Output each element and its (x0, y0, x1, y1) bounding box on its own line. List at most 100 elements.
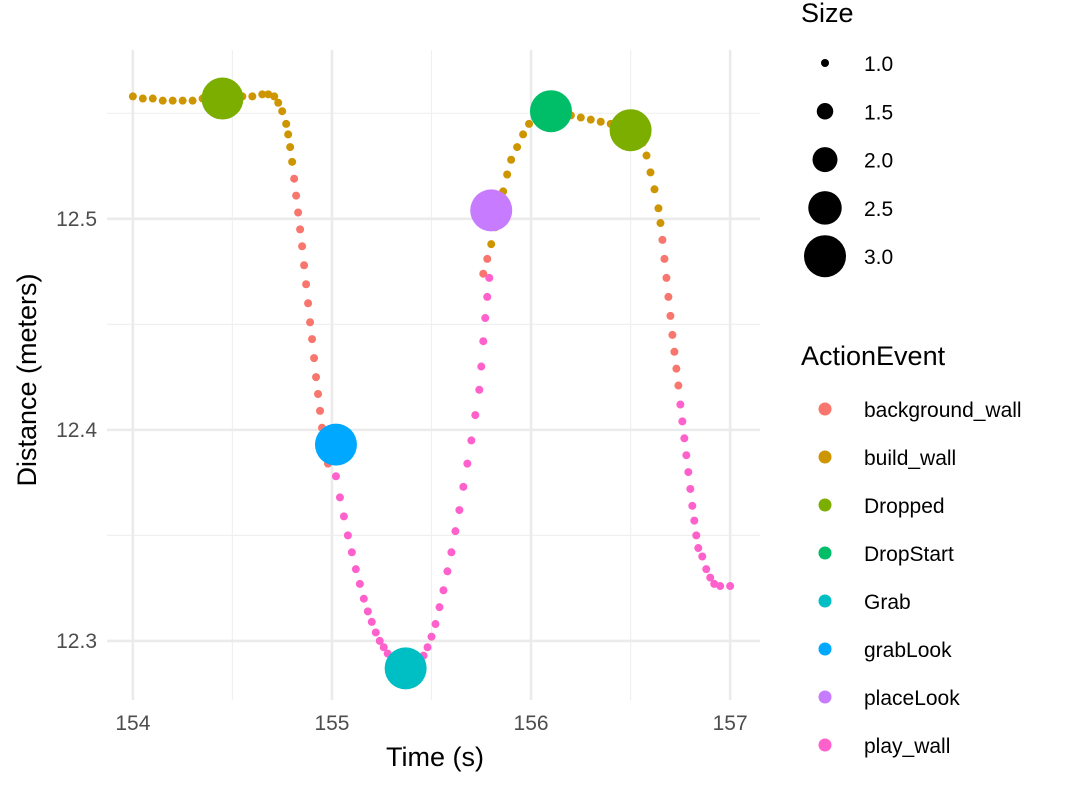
data-point-background_wall (666, 311, 675, 320)
data-point-play_wall (355, 579, 364, 588)
data-point-build_wall (270, 92, 279, 101)
data-point-background_wall (290, 174, 299, 183)
size-legend-label: 2.0 (864, 150, 893, 173)
color-legend-key (818, 594, 832, 608)
data-point-build_wall (248, 92, 257, 101)
color-legend-label: Grab (864, 591, 911, 614)
data-point-play_wall (688, 501, 697, 510)
y-tick-label: 12.5 (56, 208, 97, 231)
data-point-build_wall (525, 119, 534, 128)
data-point-build_wall (576, 113, 585, 122)
data-point-play_wall (682, 451, 691, 460)
data-point-play_wall (367, 617, 376, 626)
data-point-placeLook (470, 189, 513, 232)
data-point-play_wall (339, 512, 348, 521)
color-legend: ActionEvent background_wall build_wall Dro… (801, 341, 1022, 758)
event-markers-layer (201, 77, 652, 690)
x-tick-label: 154 (115, 712, 150, 735)
data-point-Dropped (609, 109, 652, 152)
data-point-DropStart (529, 90, 572, 133)
color-legend-key (818, 738, 832, 752)
data-point-build_wall (596, 117, 605, 126)
data-point-build_wall (282, 119, 291, 128)
color-legend-key (818, 402, 832, 416)
data-point-build_wall (178, 96, 187, 105)
color-legend-key (818, 498, 832, 512)
data-point-play_wall (459, 482, 468, 491)
data-point-background_wall (294, 208, 303, 217)
color-legend-label: DropStart (864, 543, 954, 566)
data-point-build_wall (642, 151, 651, 160)
size-legend-label: 1.0 (864, 53, 893, 76)
color-legend-label: Dropped (864, 495, 945, 518)
data-point-build_wall (586, 115, 595, 124)
color-legend-key (818, 450, 832, 464)
data-point-play_wall (726, 582, 735, 591)
data-point-background_wall (483, 254, 492, 263)
data-point-play_wall (692, 531, 701, 540)
data-point-background_wall (660, 254, 669, 263)
data-point-play_wall (343, 531, 352, 540)
data-point-background_wall (312, 373, 321, 382)
data-point-background_wall (304, 299, 313, 308)
data-point-background_wall (308, 335, 317, 344)
data-point-Dropped (201, 77, 244, 120)
color-legend-title: ActionEvent (801, 341, 946, 371)
y-axis-title: Distance (meters) (12, 273, 42, 486)
size-legend-key (821, 59, 829, 67)
data-point-build_wall (288, 157, 297, 166)
minor-gridlines (107, 50, 760, 700)
data-point-build_wall (503, 170, 512, 179)
data-point-build_wall (274, 98, 283, 107)
data-point-play_wall (331, 472, 340, 481)
data-point-play_wall (676, 400, 685, 409)
color-legend-label: placeLook (864, 687, 960, 710)
data-point-play_wall (475, 385, 484, 394)
data-point-background_wall (302, 280, 311, 289)
data-point-play_wall (451, 527, 460, 536)
data-point-play_wall (447, 548, 456, 557)
data-point-background_wall (672, 364, 681, 373)
size-legend-key (804, 235, 846, 278)
color-legend-key (818, 642, 832, 656)
data-point-background_wall (670, 347, 679, 356)
data-point-build_wall (284, 130, 293, 139)
color-legend-label: play_wall (864, 735, 950, 758)
data-point-play_wall (702, 565, 711, 574)
data-point-build_wall (138, 94, 147, 103)
data-point-build_wall (168, 96, 177, 105)
data-point-background_wall (314, 389, 323, 398)
data-point-build_wall (646, 168, 655, 177)
data-point-play_wall (694, 544, 703, 553)
data-point-play_wall (359, 594, 368, 603)
data-point-play_wall (467, 436, 476, 445)
data-point-play_wall (463, 459, 472, 468)
size-legend-key (812, 147, 838, 173)
data-point-build_wall (128, 92, 137, 101)
data-point-play_wall (335, 493, 344, 502)
data-point-play_wall (686, 484, 695, 493)
data-point-play_wall (435, 603, 444, 612)
data-point-background_wall (298, 242, 307, 251)
data-point-build_wall (158, 96, 167, 105)
major-gridlines (107, 50, 760, 700)
data-point-play_wall (680, 434, 689, 443)
data-point-build_wall (188, 96, 197, 105)
data-point-background_wall (296, 225, 305, 234)
data-point-build_wall (507, 155, 516, 164)
data-point-play_wall (363, 607, 372, 616)
color-legend-label: build_wall (864, 447, 956, 470)
size-legend-label: 1.5 (864, 101, 893, 124)
y-tick-label: 12.3 (56, 630, 97, 653)
x-tick-label: 155 (314, 712, 349, 735)
color-legend-key (818, 546, 832, 560)
data-point-play_wall (481, 314, 490, 323)
size-legend-label: 3.0 (864, 246, 893, 269)
data-point-build_wall (654, 204, 663, 213)
data-point-play_wall (439, 586, 448, 595)
data-point-grabLook (314, 423, 357, 466)
data-point-play_wall (471, 411, 480, 420)
data-point-build_wall (656, 219, 665, 228)
data-point-background_wall (658, 235, 667, 244)
